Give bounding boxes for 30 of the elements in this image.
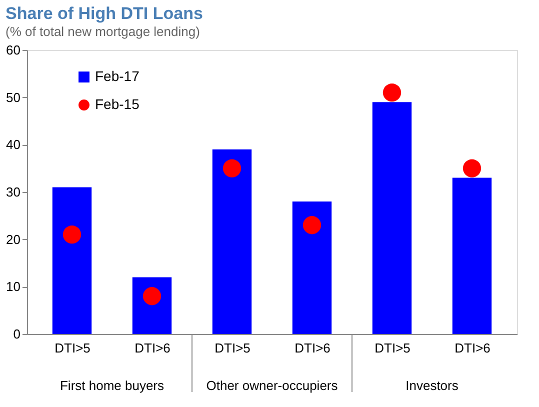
y-tick-label: 0 [13, 326, 20, 342]
point [462, 159, 482, 178]
x-tick-label: DTI>6 [134, 340, 170, 356]
y-tick-label: 30 [6, 184, 20, 200]
x-tick-label: DTI>6 [294, 340, 330, 356]
x-tick-label: DTI>5 [374, 340, 410, 356]
x-tick-label: DTI>5 [214, 340, 250, 356]
point [382, 84, 402, 102]
point [62, 226, 82, 244]
point [222, 159, 242, 178]
chart-subtitle: (% of total new mortgage lending) [6, 24, 200, 39]
y-tick-label: 20 [6, 232, 20, 247]
y-tick-label: 50 [6, 90, 20, 105]
text: First home buyers [60, 378, 165, 393]
bar [292, 201, 332, 334]
y-tick-label: 40 [6, 137, 20, 152]
chart-title: Share of High DTI Loans [6, 4, 203, 23]
text: Investors [406, 378, 459, 393]
point [302, 216, 322, 234]
legend-label: Feb-17 [95, 68, 140, 84]
text: Other owner-occupiers [206, 378, 338, 393]
x-tick-label: DTI>6 [454, 340, 490, 356]
bar [212, 149, 252, 334]
x-tick-label: DTI>5 [54, 340, 90, 356]
bar [52, 187, 92, 334]
bar [372, 102, 412, 334]
y-tick-label: 10 [6, 279, 20, 294]
y-tick-label: 60 [6, 42, 20, 58]
bar [452, 178, 492, 334]
legend-label: Feb-15 [95, 96, 140, 112]
